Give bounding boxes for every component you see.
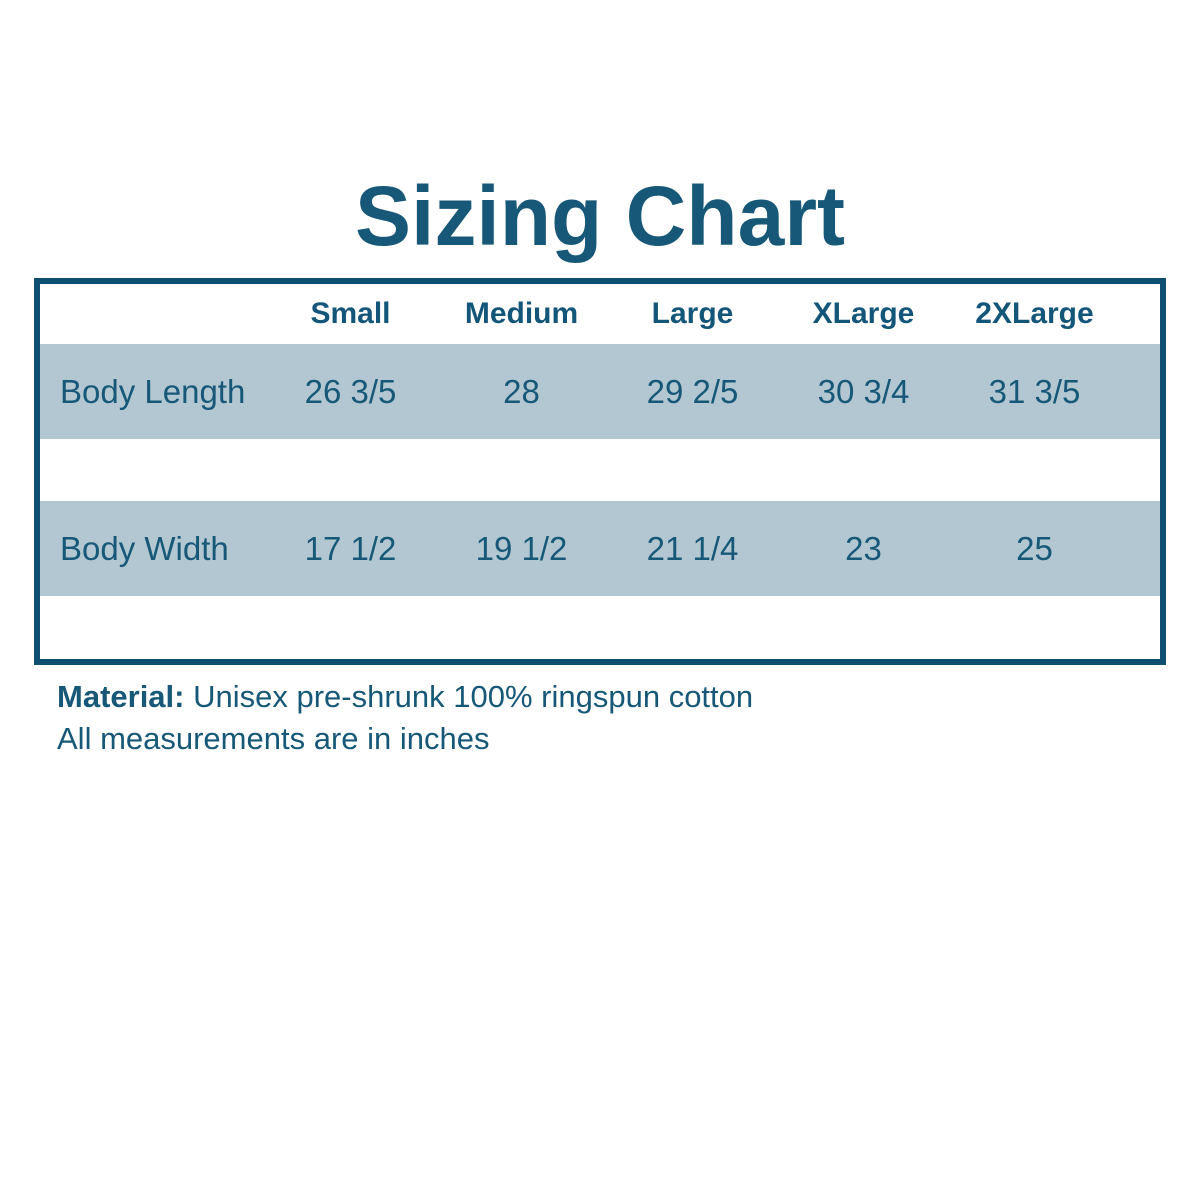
table-header-row: Small Medium Large XLarge 2XLarge — [40, 284, 1160, 344]
body-width-xlarge: 23 — [845, 529, 882, 567]
column-header-2xlarge: 2XLarge — [975, 297, 1094, 330]
body-length-xlarge: 30 3/4 — [817, 372, 910, 410]
body-length-medium: 28 — [503, 372, 540, 410]
body-width-2xlarge: 25 — [1016, 529, 1053, 567]
body-width-small: 17 1/2 — [304, 529, 397, 567]
sizing-table: Small Medium Large XLarge 2XLarge Body L… — [34, 278, 1166, 665]
body-width-medium: 19 1/2 — [475, 529, 568, 567]
page-title: Sizing Chart — [354, 169, 845, 263]
table-spacer-row — [40, 439, 1160, 501]
table-row-body-length: Body Length 26 3/5 28 29 2/5 30 3/4 31 3… — [40, 344, 1160, 439]
row-label-body-length: Body Length — [60, 372, 246, 410]
body-length-2xlarge: 31 3/5 — [988, 372, 1081, 410]
column-header-small: Small — [310, 297, 391, 330]
measurements-note: All measurements are in inches — [57, 721, 490, 756]
body-width-large: 21 1/4 — [646, 529, 739, 567]
table-row-body-width: Body Width 17 1/2 19 1/2 21 1/4 23 25 — [40, 501, 1160, 596]
notes-block: Material: Unisex pre-shrunk 100% ringspu… — [57, 676, 753, 760]
row-label-body-width: Body Width — [60, 529, 229, 567]
body-length-large: 29 2/5 — [646, 372, 739, 410]
material-label: Material: — [57, 679, 185, 714]
material-line: Material: Unisex pre-shrunk 100% ringspu… — [57, 676, 753, 718]
material-value: Unisex pre-shrunk 100% ringspun cotton — [193, 679, 754, 714]
column-header-large: Large — [651, 297, 734, 330]
body-length-small: 26 3/5 — [304, 372, 397, 410]
column-header-medium: Medium — [464, 297, 579, 330]
column-header-xlarge: XLarge — [812, 297, 915, 330]
